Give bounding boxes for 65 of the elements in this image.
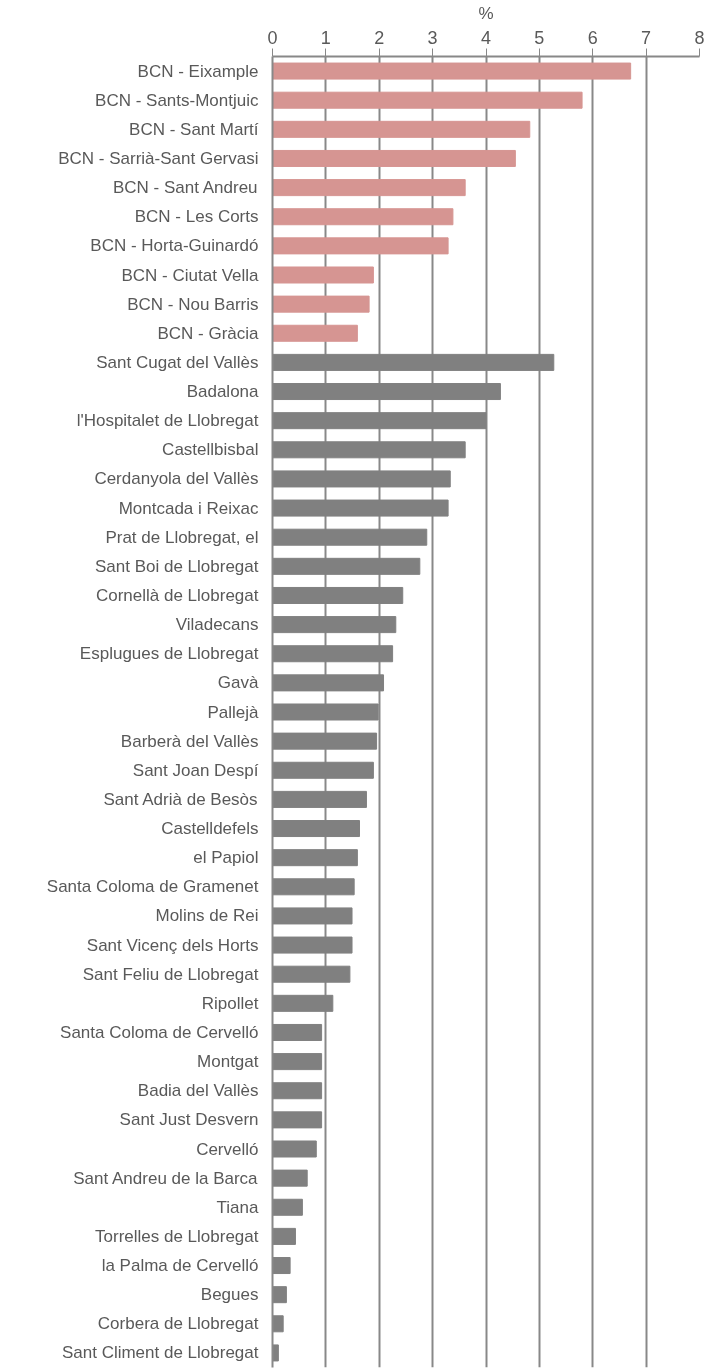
y-tick-label: Castellbisbal xyxy=(162,440,259,460)
y-tick-label: Sant Andreu de la Barca xyxy=(73,1168,259,1188)
y-tick-label: Sant Just Desvern xyxy=(119,1110,259,1130)
y-tick-label: el Papiol xyxy=(193,848,259,868)
y-tick-label: la Palma de Cervelló xyxy=(101,1256,259,1276)
y-tick-label: Molins de Rei xyxy=(155,906,259,926)
x-tick-label: 8 xyxy=(694,27,705,48)
y-tick-label: Tiana xyxy=(216,1197,260,1217)
y-tick-label: Sant Cugat del Vallès xyxy=(96,352,259,372)
y-tick-label: BCN - Sant Andreu xyxy=(112,178,258,198)
x-axis-title: % xyxy=(478,3,494,23)
y-tick-label: BCN - Gràcia xyxy=(157,323,260,343)
y-tick-label: Montcada i Reixac xyxy=(118,498,259,518)
y-tick-label: BCN - Sants-Montjuic xyxy=(95,90,259,110)
y-tick-label: Santa Coloma de Cervelló xyxy=(60,1022,259,1042)
x-tick-label: 4 xyxy=(480,27,492,48)
y-tick-label: l'Hospitalet de Llobregat xyxy=(76,411,259,431)
y-tick-label: Sant Boi de Llobregat xyxy=(94,556,259,576)
y-tick-label: Sant Feliu de Llobregat xyxy=(82,964,259,984)
y-tick-label: Sant Adrià de Besòs xyxy=(103,789,258,809)
y-tick-label: Sant Climent de Llobregat xyxy=(61,1343,259,1363)
bar xyxy=(272,149,516,167)
y-tick-label: Esplugues de Llobregat xyxy=(79,644,259,664)
bar xyxy=(272,62,632,80)
bar xyxy=(272,120,531,138)
y-tick-label: Santa Coloma de Gramenet xyxy=(46,877,259,897)
y-tick-label: Corbera de Llobregat xyxy=(97,1314,259,1334)
y-tick-label: Gavà xyxy=(217,673,260,693)
y-tick-label: Begues xyxy=(200,1285,259,1305)
y-tick-label: BCN - Ciutat Vella xyxy=(121,265,260,285)
bar xyxy=(272,91,583,109)
bar xyxy=(272,237,449,255)
y-tick-label: Sant Joan Despí xyxy=(132,760,259,780)
bar xyxy=(272,266,374,284)
y-tick-label: Montgat xyxy=(197,1052,259,1072)
y-tick-label: Pallejà xyxy=(207,702,260,722)
y-tick-label: Barberà del Vallès xyxy=(120,731,259,751)
y-tick-label: Cervelló xyxy=(196,1139,259,1159)
y-tick-label: Ripollet xyxy=(201,993,259,1013)
y-tick-label: Badalona xyxy=(186,382,260,402)
y-tick-label: Torrelles de Llobregat xyxy=(95,1226,259,1246)
bar xyxy=(272,324,358,342)
x-tick-label: 5 xyxy=(534,27,545,48)
y-tick-label: Prat de Llobregat, el xyxy=(105,527,259,547)
x-tick-label: 6 xyxy=(587,27,598,48)
y-tick-label: Castelldefels xyxy=(161,819,259,839)
x-tick-label: 3 xyxy=(427,27,438,48)
x-tick-label: 7 xyxy=(641,27,652,48)
y-tick-label: BCN - Les Corts xyxy=(134,207,259,227)
y-tick-label: Viladecans xyxy=(175,615,259,635)
y-tick-label: BCN - Eixample xyxy=(137,61,259,81)
bar xyxy=(272,179,466,197)
x-tick-label: 0 xyxy=(267,27,278,48)
y-tick-label: Cornellà de Llobregat xyxy=(95,585,259,605)
x-tick-label: 2 xyxy=(374,27,385,48)
bar xyxy=(272,208,454,226)
bar xyxy=(272,295,370,313)
x-tick-label: 1 xyxy=(320,27,331,48)
y-tick-label: Sant Vicenç dels Horts xyxy=(86,935,259,955)
y-tick-label: BCN - Horta-Guinardó xyxy=(90,236,259,256)
y-tick-label: BCN - Sarrià-Sant Gervasi xyxy=(58,148,259,168)
y-tick-label: BCN - Nou Barris xyxy=(127,294,259,314)
y-tick-label: BCN - Sant Martí xyxy=(129,119,259,139)
y-tick-label: Badia del Vallès xyxy=(137,1081,259,1101)
y-tick-label: Cerdanyola del Vallès xyxy=(94,469,259,489)
